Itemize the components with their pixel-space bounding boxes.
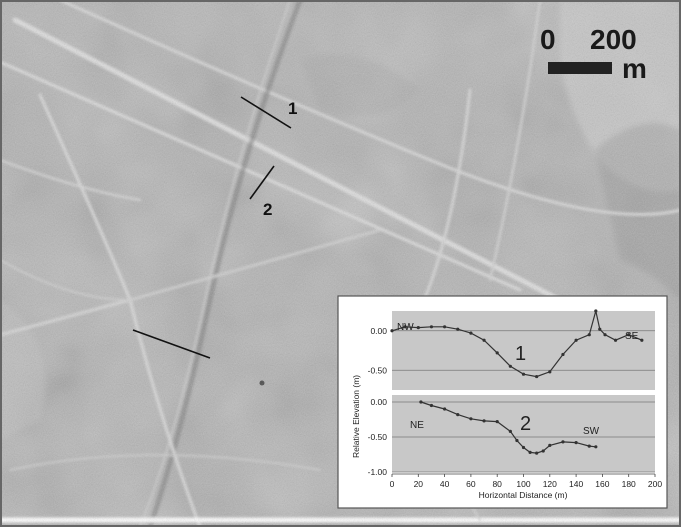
- profile-1-point: [640, 338, 644, 342]
- scale-distance-label: 200: [590, 24, 637, 55]
- profile-1-start-label: NW: [397, 322, 414, 333]
- profile-1-point: [416, 325, 420, 330]
- x-tick-label: 80: [492, 479, 502, 489]
- profile-2-point: [594, 445, 598, 449]
- profile-1-panel: [392, 311, 655, 390]
- profile-2-point: [443, 407, 447, 411]
- profile-1-point: [535, 374, 539, 379]
- profile-1-y-tick-label: 0.00: [370, 326, 387, 336]
- transect-2: 2: [249, 165, 275, 219]
- profile-1-number: 1: [515, 343, 526, 365]
- profile-2-point: [495, 420, 499, 424]
- profile-2-number: 2: [520, 413, 531, 435]
- scale-bar-block: [548, 62, 612, 74]
- profile-2-point: [508, 429, 512, 433]
- profile-2-point: [541, 449, 545, 453]
- profile-1-point: [469, 331, 473, 335]
- profile-2-point: [429, 403, 434, 408]
- profile-1-point: [390, 329, 394, 333]
- profile-1-point: [594, 309, 598, 313]
- profile-2-start-label: NE: [410, 420, 424, 431]
- x-tick-label: 40: [440, 479, 450, 489]
- profile-1-point: [429, 325, 434, 329]
- profile-2-line: [420, 401, 596, 454]
- profile-1-point: [587, 333, 591, 337]
- x-tick-label: 60: [466, 479, 476, 489]
- transect-1: 1: [240, 96, 297, 129]
- profile-1-point: [456, 327, 460, 331]
- x-tick-label: 200: [648, 479, 662, 489]
- profile-2-point: [535, 451, 539, 455]
- scale-unit-label: m: [622, 53, 647, 84]
- profile-1-line: [391, 310, 643, 378]
- profile-1-point: [548, 370, 552, 374]
- profile-2-panel: [392, 395, 655, 472]
- profile-2-point: [515, 438, 519, 443]
- profile-2-y-tick-label: 0.00: [370, 397, 387, 407]
- profile-2-point: [528, 450, 532, 454]
- x-tick-label: 180: [622, 479, 636, 489]
- elevation-profile-inset: 0 20 40 60 80 100 120 140 160 180 200 0.00 -0.50 0.0…: [337, 295, 668, 509]
- x-tick-label: 20: [414, 479, 424, 489]
- profile-2-point: [574, 441, 578, 445]
- transect-2-label: 2: [263, 200, 272, 219]
- profile-1-point: [574, 338, 578, 342]
- x-tick-label: 0: [390, 479, 395, 489]
- profile-2-y-tick-label: -0.50: [368, 432, 388, 442]
- profile-1-point: [561, 352, 565, 357]
- profile-1-point: [482, 338, 486, 342]
- profile-1-point: [598, 327, 602, 331]
- transect-1-label: 1: [288, 99, 297, 118]
- x-tick-label: 140: [569, 479, 583, 489]
- profile-1-y-tick-label: -0.50: [368, 365, 388, 375]
- profile-2-point: [587, 444, 591, 448]
- profile-1-point: [603, 333, 607, 337]
- x-axis-label: Horizontal Distance (m): [479, 490, 568, 500]
- profile-1-point: [627, 333, 631, 337]
- profile-2-point: [561, 440, 565, 444]
- profile-1-point: [443, 325, 447, 329]
- profile-2-point: [419, 400, 423, 404]
- profile-2-point: [469, 417, 473, 421]
- profile-2-point: [548, 443, 552, 447]
- profile-2-end-label: SW: [583, 426, 600, 437]
- x-tick-label: 120: [543, 479, 557, 489]
- profile-1-point: [508, 364, 512, 368]
- profile-1-point: [403, 325, 407, 329]
- x-tick-label: 160: [595, 479, 609, 489]
- profile-2-point: [456, 413, 460, 417]
- profile-1-point: [495, 351, 499, 355]
- profile-2-y-tick-label: -1.00: [368, 467, 388, 477]
- profile-2-point: [521, 445, 526, 450]
- scale-bar: 0 200 m: [540, 24, 647, 84]
- y-axis-label: Relative Elevation (m): [351, 375, 361, 458]
- profile-2-point: [482, 419, 486, 423]
- profile-1-point: [613, 338, 618, 342]
- profile-1-end-label: SE: [625, 331, 639, 342]
- x-tick-label: 100: [516, 479, 530, 489]
- scale-zero-label: 0: [540, 24, 556, 55]
- transect-3: [132, 329, 211, 359]
- profile-1-point: [521, 372, 526, 376]
